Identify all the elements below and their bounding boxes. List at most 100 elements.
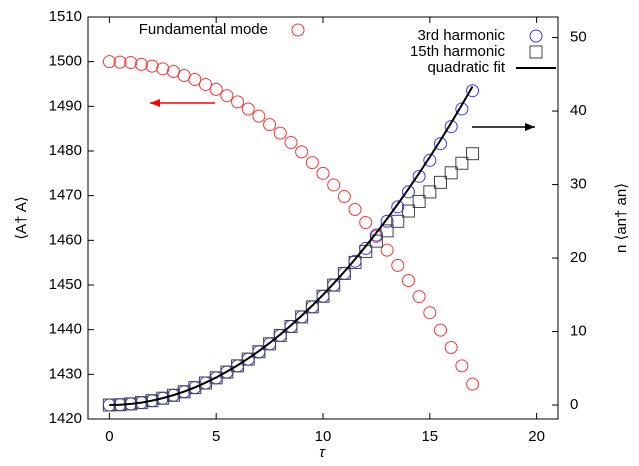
y2-tick-label: 0 [570,396,578,413]
data-point [434,137,447,151]
y2-tick-label: 50 [570,29,587,46]
data-point [401,274,415,288]
data-point [348,203,362,217]
x-tick-label: 15 [421,428,438,445]
y-tick-label: 1450 [49,276,82,293]
legend-label: Fundamental mode [139,21,268,38]
data-point [412,194,426,208]
data-point [412,169,426,183]
y-tick-label: 1510 [49,8,82,25]
x-tick-label: 5 [212,428,220,445]
data-point [231,95,245,109]
data-point [113,55,127,69]
data-point [444,120,458,134]
data-point [391,200,405,214]
data-point [327,178,341,192]
data-point [401,185,415,199]
data-point [316,166,330,180]
legend-label: 15th harmonic [410,43,506,60]
data-point [455,156,469,170]
legend-swatch [529,29,543,43]
data-point [220,89,234,103]
x-axis-label: τ [319,444,326,461]
data-point [444,166,458,180]
data-point [380,214,394,228]
data-point [423,306,437,320]
left-arrow [150,99,215,107]
y-tick-label: 1500 [49,53,82,70]
data-point [166,388,180,402]
data-point [199,77,212,91]
data-point [188,381,202,395]
data-point [359,215,373,229]
data-point [337,266,351,280]
legend-label: 3rd harmonic [417,27,505,44]
data-point [284,319,298,333]
y-tick-label: 1470 [49,187,82,204]
data-point [423,153,437,167]
data-point [145,394,159,408]
data-point [316,289,330,303]
y2-axis-label: n ⟨an† an⟩ [613,183,630,253]
data-point [102,55,116,69]
data-point [401,204,415,218]
data-point [466,377,480,391]
data-point [241,352,255,366]
y-tick-label: 1460 [49,231,82,248]
fit-line [109,85,474,407]
data-point [231,359,245,373]
data-point [273,126,287,140]
data-point [391,214,405,228]
right-arrow [472,123,535,131]
data-point [348,255,362,269]
data-point [263,337,277,351]
data-point [263,118,277,132]
data-point [305,300,319,314]
data-point [380,224,394,238]
y-tick-label: 1420 [49,410,82,427]
data-point [209,82,223,96]
data-point [423,185,437,199]
x-tick-label: 0 [105,428,113,445]
data-point [188,73,202,87]
data-point [412,290,426,304]
data-point [466,147,480,161]
legend-label: quadratic fit [427,59,505,76]
data-point [134,57,148,71]
data-point [444,341,458,355]
data-point [145,59,159,73]
data-point [295,145,309,159]
data-point [337,190,351,204]
data-point [380,243,394,257]
data-point [295,310,309,324]
data-point [273,328,287,342]
legend-swatch [529,45,543,59]
plot-frame [87,16,559,420]
y2-tick-label: 40 [570,102,587,119]
data-point [252,109,266,123]
data-point [124,56,138,70]
data-point [156,391,170,405]
data-point [327,278,341,292]
data-point [199,376,212,390]
data-point [305,156,319,170]
data-point [455,359,469,373]
data-point [434,175,447,189]
data-point [434,323,447,337]
data-point [391,258,405,272]
data-point [252,345,266,359]
x-tick-label: 20 [528,428,545,445]
legend-swatch [291,23,305,37]
y-axis-label: ⟨A† A⟩ [13,196,30,239]
x-tick-label: 10 [315,428,332,445]
y2-tick-label: 10 [570,323,587,340]
y2-tick-label: 20 [570,249,587,266]
y-tick-label: 1480 [49,142,82,159]
y-tick-label: 1440 [49,321,82,338]
data-point [177,385,191,399]
data-point [466,84,480,98]
y2-tick-label: 30 [570,176,587,193]
y-tick-label: 1430 [49,365,82,382]
data-point [241,102,255,116]
